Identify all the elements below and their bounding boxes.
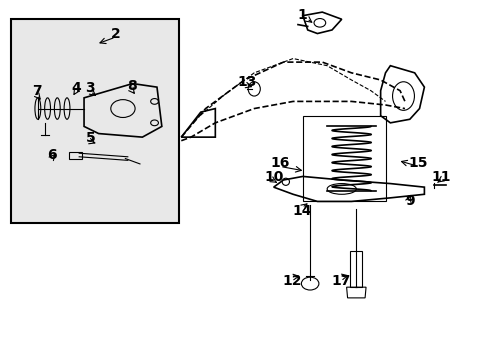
Bar xyxy=(69,152,81,158)
Text: 16: 16 xyxy=(270,156,289,170)
Text: 6: 6 xyxy=(46,148,56,162)
Bar xyxy=(11,19,179,223)
Text: 4: 4 xyxy=(71,81,81,95)
Text: 3: 3 xyxy=(85,81,95,95)
Text: 13: 13 xyxy=(237,75,256,89)
Text: 5: 5 xyxy=(85,131,95,145)
Text: 2: 2 xyxy=(111,27,120,41)
Text: 7: 7 xyxy=(32,84,41,98)
Text: 9: 9 xyxy=(404,194,414,208)
Text: 10: 10 xyxy=(264,170,283,184)
Text: 17: 17 xyxy=(330,274,350,288)
Text: 15: 15 xyxy=(408,156,427,170)
Text: 12: 12 xyxy=(282,274,301,288)
Bar xyxy=(350,251,362,287)
Text: 8: 8 xyxy=(126,80,136,93)
Text: 11: 11 xyxy=(431,170,450,184)
Text: 14: 14 xyxy=(291,204,311,219)
Bar xyxy=(302,116,385,202)
Text: 1: 1 xyxy=(296,8,306,22)
